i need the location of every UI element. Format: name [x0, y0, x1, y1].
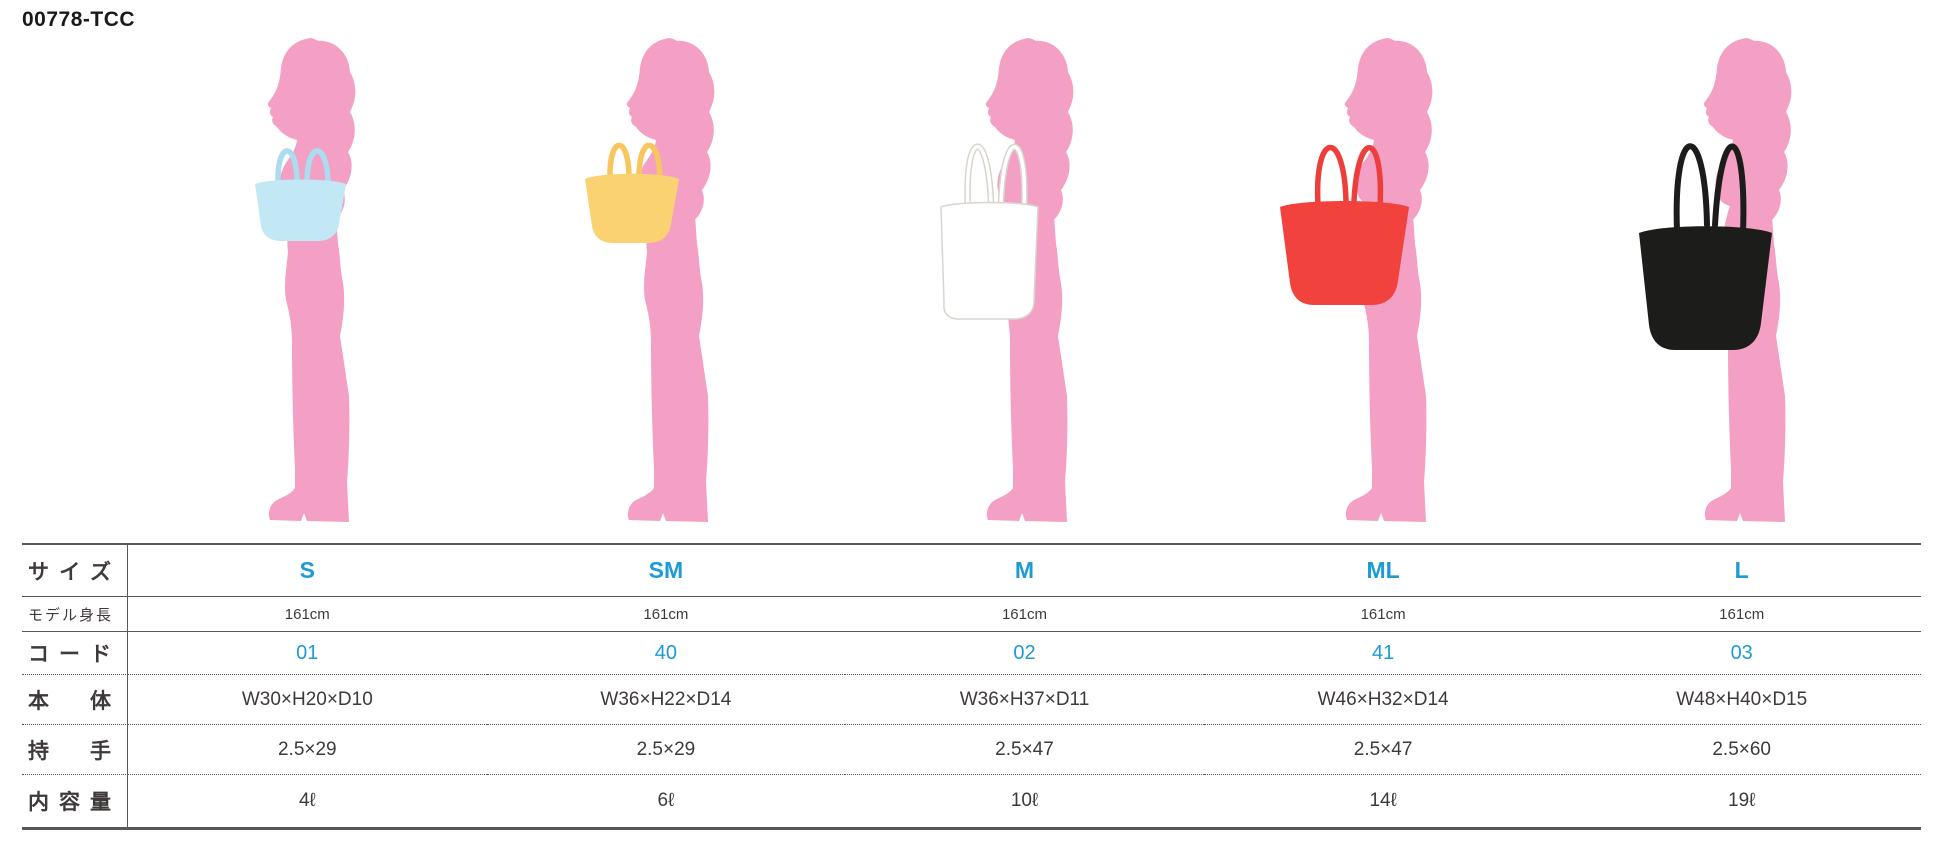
model-height-value: 161cm: [128, 597, 487, 632]
row-label-capacity: 内容量: [22, 775, 128, 827]
code-value: 01: [128, 632, 487, 675]
model-height-value: 161cm: [486, 597, 846, 632]
row-label-body-dimensions: 本体: [22, 675, 128, 725]
tote-bag-ml: [1280, 144, 1409, 305]
handle-dimensions-value: 2.5×29: [486, 725, 846, 775]
model-figure-ml: [1234, 36, 1534, 536]
model-height-value: 161cm: [845, 597, 1204, 632]
row-label-model-height: モデル身長: [22, 597, 128, 632]
capacity-value: 10ℓ: [1010, 790, 1039, 811]
code-value: 40: [486, 632, 846, 675]
code-value: 03: [1562, 632, 1921, 675]
handle-dimensions-value: 2.5×60: [1562, 725, 1921, 775]
model-figure-m: [875, 36, 1175, 536]
row-label-code: コード: [22, 632, 128, 675]
size-chart-table: サイズ S SM M ML L モデル身長 161cm 161cm 161cm …: [22, 543, 1921, 830]
body-dimensions-value: W48×H40×D15: [1562, 675, 1921, 725]
handle-dimensions-value: 2.5×47: [845, 725, 1204, 775]
size-value: L: [1562, 545, 1921, 597]
size-value: M: [845, 545, 1204, 597]
tote-bag-l: [1639, 143, 1772, 350]
size-value: ML: [1203, 545, 1563, 597]
woman-silhouette: [626, 38, 715, 522]
model-figure-s: [157, 36, 457, 536]
page-title: 00778-TCC: [22, 8, 136, 31]
row-label-handle: 持手: [22, 725, 128, 775]
body-dimensions-value: W30×H20×D10: [128, 675, 487, 725]
capacity-value: 6ℓ: [657, 790, 675, 811]
body-dimensions-value: W46×H32×D14: [1203, 675, 1563, 725]
woman-silhouette: [267, 38, 356, 522]
body-dimensions-value: W36×H37×D11: [845, 675, 1204, 725]
row-label-size: サイズ: [22, 545, 128, 597]
capacity-value: 4ℓ: [298, 790, 316, 811]
model-height-value: 161cm: [1203, 597, 1563, 632]
body-dimensions-value: W36×H22×D14: [486, 675, 846, 725]
model-height-value: 161cm: [1562, 597, 1921, 632]
code-value: 02: [845, 632, 1204, 675]
model-figure-l: [1593, 36, 1893, 536]
handle-dimensions-value: 2.5×47: [1203, 725, 1563, 775]
tote-bag-sm: [585, 142, 679, 243]
size-value: S: [128, 545, 487, 597]
tote-bag-s: [255, 148, 346, 241]
code-value: 41: [1203, 632, 1563, 675]
handle-dimensions-value: 2.5×29: [128, 725, 487, 775]
tote-bag-m: [940, 143, 1039, 320]
capacity-value: 14ℓ: [1369, 790, 1397, 811]
model-figure-sm: [516, 36, 816, 536]
capacity-value: 19ℓ: [1728, 790, 1756, 811]
size-value: SM: [486, 545, 846, 597]
